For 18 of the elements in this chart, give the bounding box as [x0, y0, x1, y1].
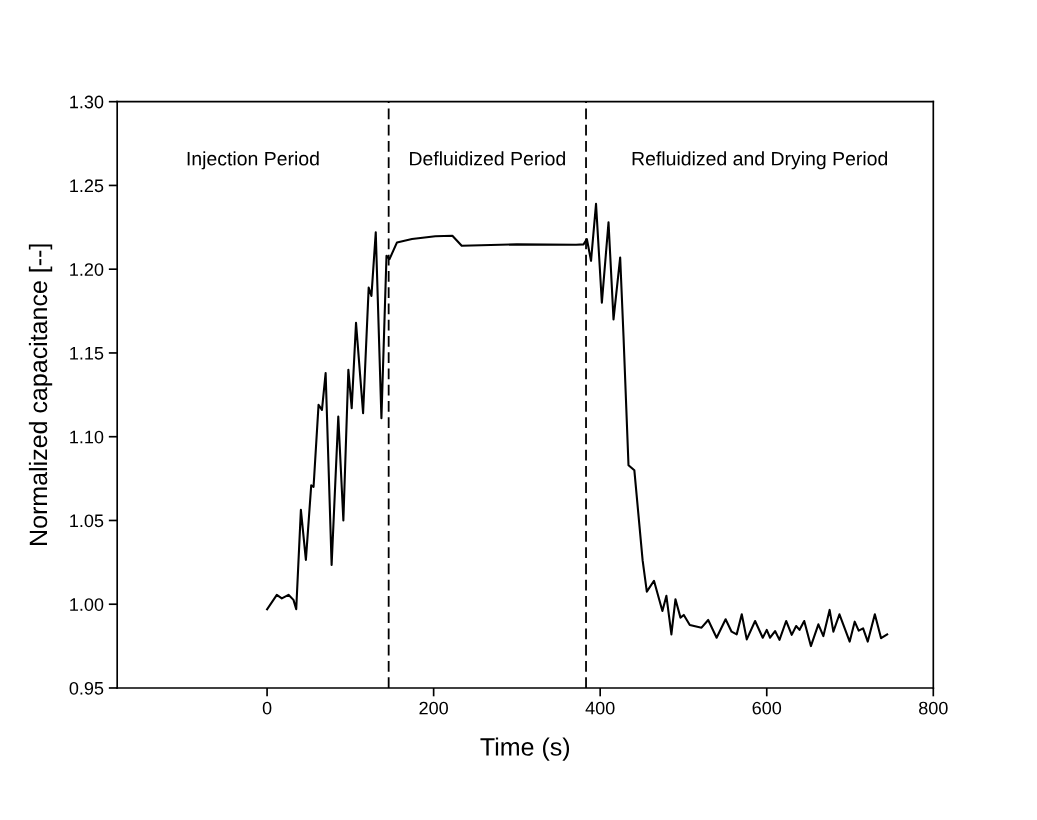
y-tick-label: 1.30	[70, 95, 104, 109]
y-axis-title: Normalized capacitance [--]	[28, 244, 53, 545]
x-tick-label: 0	[262, 701, 272, 715]
x-tick-label: 400	[585, 701, 615, 715]
annotation: Injection Period	[187, 151, 319, 170]
x-tick-label: 800	[919, 701, 948, 715]
y-tick-label: 1.10	[70, 430, 104, 444]
annotation: Refluidized and Drying Period	[632, 151, 888, 170]
y-tick-label: 1.20	[70, 263, 104, 276]
y-tick-label: 0.95	[69, 681, 104, 695]
y-tick-label: 1.25	[70, 179, 104, 193]
y-tick-label: 1.05	[70, 514, 104, 528]
x-tick-label: 200	[419, 701, 448, 715]
x-tick-label: 600	[752, 701, 782, 715]
x-axis-title: Time (s)	[480, 737, 570, 761]
y-tick-label: 1.15	[70, 347, 104, 360]
annotation: Defluidized Period	[410, 151, 565, 166]
y-tick-label: 1.00	[70, 598, 104, 611]
